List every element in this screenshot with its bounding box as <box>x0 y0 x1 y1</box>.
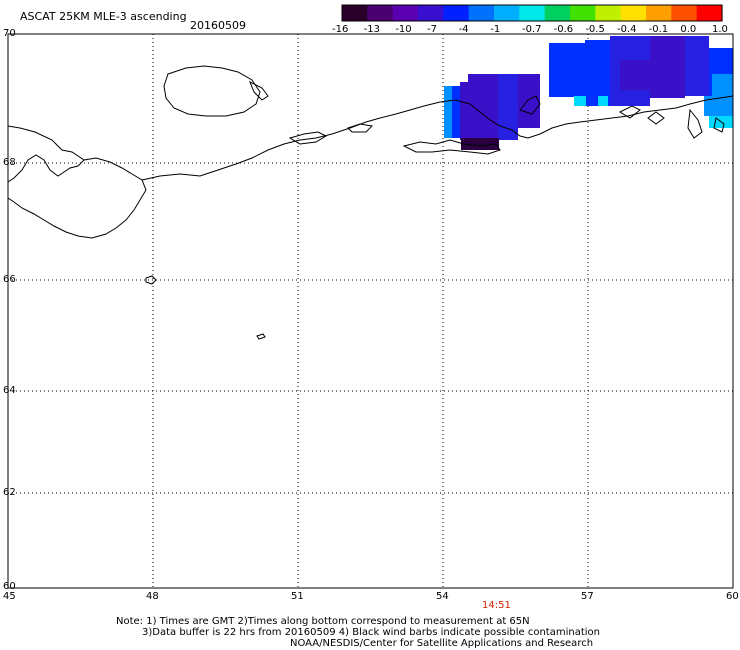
note-line-3: NOAA/NESDIS/Center for Satellite Applica… <box>290 638 594 649</box>
colorbar-tick-label: -7 <box>427 24 437 35</box>
lon-label-60: 60 <box>726 591 739 602</box>
swath-cell <box>444 86 454 138</box>
small-island-66 <box>145 275 157 285</box>
colorbar-tick-label: -13 <box>363 24 380 35</box>
graticule <box>8 34 733 588</box>
coastlines <box>7 65 734 340</box>
coastline-fjords <box>519 95 665 125</box>
lat-label-60: 60 <box>3 581 16 592</box>
map-frame <box>7 33 734 589</box>
lon-label-51: 51 <box>291 591 304 602</box>
colorbar-tick-label: -16 <box>332 24 349 35</box>
colorbar-tick-label: 0.0 <box>680 24 697 35</box>
colorbar-segment <box>468 5 495 21</box>
kolguev-island <box>163 65 261 117</box>
colorbar-segment <box>595 5 622 21</box>
product-date: 20160509 <box>190 19 246 32</box>
wind-swath-right <box>549 36 733 128</box>
colorbar-segment <box>646 5 672 21</box>
lon-label-45: 45 <box>3 591 16 602</box>
colorbar-segment <box>367 5 394 21</box>
coastline-islands-mid <box>402 139 501 155</box>
colorbar-tick-label: -0.6 <box>553 24 574 35</box>
swath-cell <box>549 43 585 97</box>
lon-label-57: 57 <box>581 591 594 602</box>
kolguev-tip <box>249 80 269 101</box>
swath-cell <box>468 74 498 144</box>
colorbar-segment <box>544 5 571 21</box>
colorbar-tick-label: -1 <box>490 24 501 35</box>
swath-cell <box>620 60 660 90</box>
colorbar-segment <box>671 5 698 21</box>
coastline-islands-east <box>687 108 725 139</box>
coastline-kolguev-area <box>288 123 374 145</box>
swath-cell <box>574 96 586 106</box>
colorbar-tick-label: -0.1 <box>648 24 669 35</box>
coastline-pechora <box>454 95 734 139</box>
coastline-mainland <box>7 125 85 183</box>
colorbar-tick-label: -4 <box>458 24 469 35</box>
coastline-kanin-bay <box>7 157 147 239</box>
lat-label-66: 66 <box>3 274 16 285</box>
colorbar-segment <box>696 5 723 21</box>
swath-cell <box>712 74 733 96</box>
swath-cell <box>518 74 540 128</box>
lat-label-70: 70 <box>3 28 16 39</box>
small-island-65 <box>256 333 266 340</box>
lat-label-62: 62 <box>3 487 16 498</box>
swath-cell <box>685 36 709 96</box>
colorbar-segment <box>443 5 470 21</box>
product-title: ASCAT 25KM MLE-3 ascending <box>20 10 187 23</box>
coastline-kanin-east <box>141 99 456 181</box>
colorbar-tick-label: -0.7 <box>522 24 542 35</box>
colorbar-segment <box>519 5 546 21</box>
colorbar-frame <box>341 4 723 22</box>
swath-cell <box>505 80 517 120</box>
overpass-time: 14:51 <box>482 600 511 611</box>
swath-cell <box>452 86 462 138</box>
swath-cell <box>460 82 468 140</box>
lon-label-48: 48 <box>146 591 159 602</box>
colorbar <box>341 4 723 22</box>
colorbar-segment <box>342 5 368 21</box>
colorbar-segment <box>392 5 419 21</box>
colorbar-tick-label: -10 <box>395 24 412 35</box>
note-line-2: 3)Data buffer is 22 hrs from 20160509 4)… <box>142 627 600 638</box>
colorbar-segment <box>418 5 444 21</box>
colorbar-segment <box>620 5 647 21</box>
wind-swath-left <box>444 74 540 150</box>
swath-cell <box>461 138 499 150</box>
swath-cell <box>585 40 610 106</box>
colorbar-segment <box>570 5 596 21</box>
colorbar-tick-label: -0.4 <box>617 24 637 35</box>
colorbar-tick-label: 1.0 <box>712 24 728 35</box>
lon-label-54: 54 <box>436 591 449 602</box>
note-line-1: Note: 1) Times are GMT 2)Times along bot… <box>116 616 530 627</box>
lat-label-64: 64 <box>3 385 16 396</box>
colorbar-tick-label: -0.5 <box>585 24 605 35</box>
swath-cell <box>598 96 608 106</box>
lat-label-68: 68 <box>3 157 16 168</box>
swath-cell <box>704 96 733 116</box>
colorbar-segment <box>494 5 520 21</box>
